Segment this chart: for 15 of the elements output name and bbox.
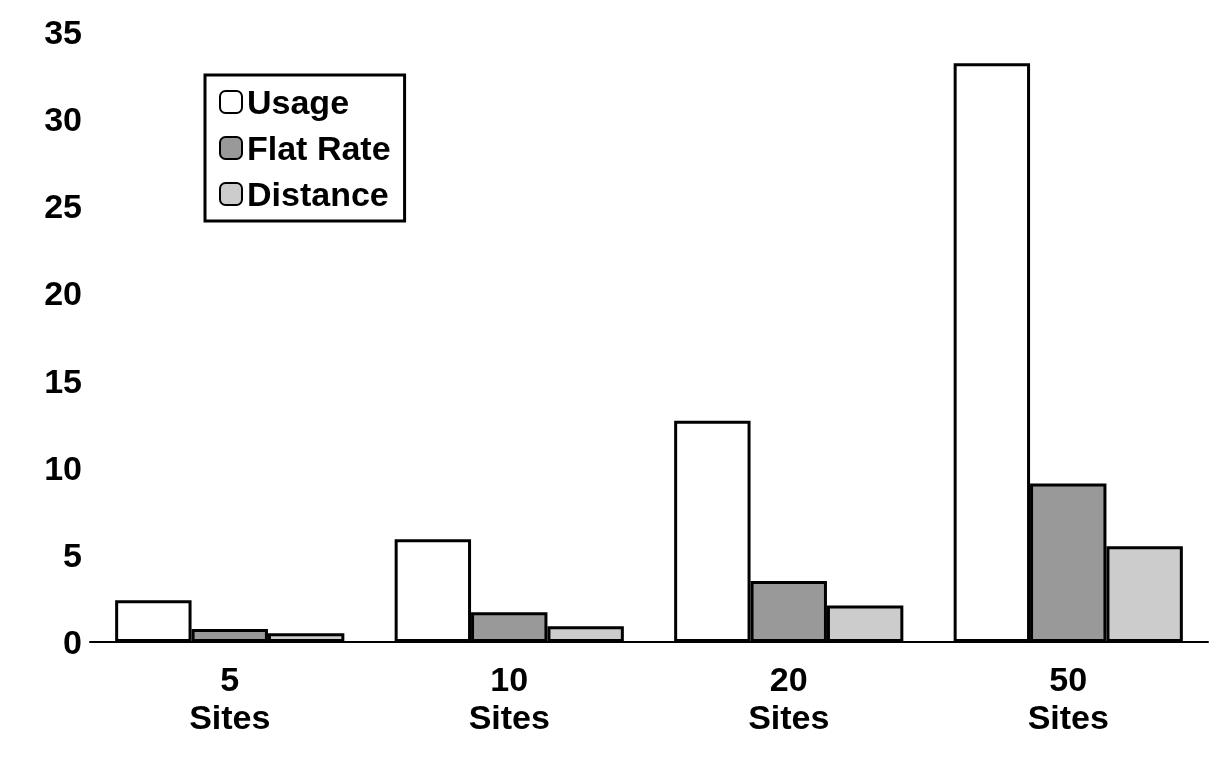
y-tick-label: 20 bbox=[44, 274, 82, 313]
y-tick-label: 0 bbox=[63, 623, 82, 661]
y-tick-label: 5 bbox=[63, 535, 82, 574]
x-tick-label: 50 Sites bbox=[1027, 660, 1109, 736]
y-tick-label: 35 bbox=[44, 13, 82, 51]
legend-label: Distance bbox=[247, 175, 389, 213]
x-tick-label: 20 Sites bbox=[748, 660, 830, 736]
x-tick-label: 10 Sites bbox=[468, 660, 550, 736]
y-tick-label: 30 bbox=[44, 100, 82, 139]
y-tick-label: 10 bbox=[44, 448, 82, 487]
y-tick-label: 25 bbox=[44, 187, 82, 226]
y-tick-label: 15 bbox=[44, 361, 82, 400]
legend-label: Flat Rate bbox=[247, 129, 391, 167]
legend-label: Usage bbox=[247, 83, 350, 121]
x-tick-label: 5 Sites bbox=[189, 660, 271, 736]
